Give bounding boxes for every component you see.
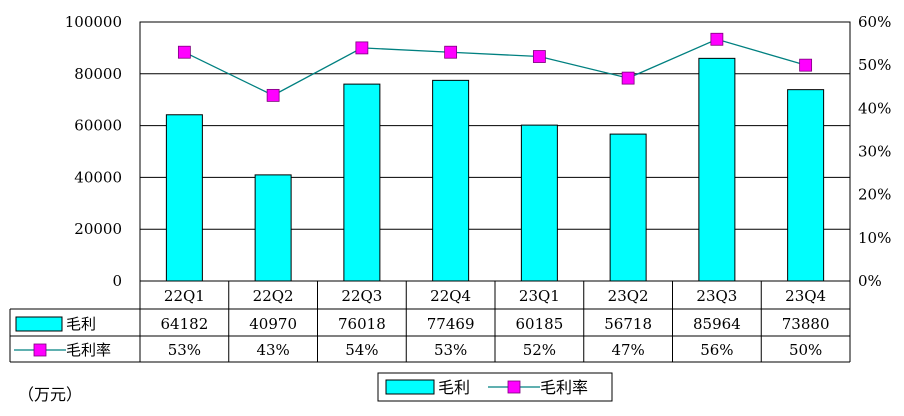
category-label: 23Q1 [519, 287, 560, 305]
y-right-axis: 0% 10% 20% 30% 40% 50% 60% [858, 13, 891, 290]
bar [787, 89, 825, 282]
table-value: 64182 [161, 315, 209, 333]
y-left-tick-label: 0 [112, 272, 122, 290]
bars [165, 57, 825, 282]
table-value: 73880 [782, 315, 830, 333]
table-value: 53% [168, 341, 201, 359]
y-right-tick-label: 30% [858, 143, 891, 161]
y-right-tick-label: 50% [858, 56, 891, 74]
table-value: 52% [523, 341, 556, 359]
table-value: 56718 [604, 315, 652, 333]
table-value: 85964 [693, 315, 741, 333]
plot-frame [139, 21, 851, 282]
category-label: 22Q1 [164, 287, 205, 305]
y-left-tick-label: 100000 [65, 13, 122, 31]
table-value: 50% [789, 341, 822, 359]
y-left-tick-label: 80000 [74, 65, 122, 83]
category-label: 23Q4 [785, 287, 826, 305]
plot-border [139, 21, 851, 282]
category-label: 22Q3 [341, 287, 382, 305]
category-label: 22Q4 [430, 287, 471, 305]
bar [698, 57, 736, 282]
y-right-tick-label: 60% [858, 13, 891, 31]
y-left-tick-label: 60000 [74, 117, 122, 135]
table-value: 54% [345, 341, 378, 359]
legend-marker-key [507, 380, 521, 394]
bar [343, 83, 381, 282]
legend-label: 毛利率 [540, 378, 588, 397]
bar [609, 133, 647, 282]
table-series-name: 毛利 [66, 315, 96, 333]
line-marker [266, 88, 280, 102]
table-value: 43% [256, 341, 289, 359]
line-marker [710, 32, 724, 46]
line-marker [621, 71, 635, 85]
table-value: 76018 [338, 315, 386, 333]
bar [432, 79, 470, 282]
y-right-tick-label: 20% [858, 186, 891, 204]
y-right-tick-label: 40% [858, 99, 891, 117]
category-label: 22Q2 [253, 287, 294, 305]
bar [165, 114, 203, 282]
y-left-axis: 0 20000 40000 60000 80000 100000 [65, 13, 122, 290]
legend: 毛利 毛利率 [377, 372, 613, 402]
category-label: 23Q3 [696, 287, 737, 305]
series-line [184, 38, 806, 97]
gridlines [140, 21, 850, 230]
category-label: 23Q2 [608, 287, 649, 305]
table-value: 40970 [249, 315, 297, 333]
line-marker [355, 41, 369, 55]
line-marker [532, 50, 546, 63]
y-left-tick-label: 20000 [74, 220, 122, 238]
y-right-tick-label: 0% [858, 272, 882, 290]
bar [254, 174, 292, 282]
y-left-tick-label: 40000 [74, 168, 122, 186]
line-marker [444, 45, 458, 59]
line-marker [177, 45, 191, 59]
table-value: 47% [611, 341, 644, 359]
table-value: 56% [700, 341, 733, 359]
table-value: 77469 [427, 315, 475, 333]
legend-bar-key [385, 379, 435, 395]
unit-label: （万元） [18, 385, 82, 404]
table-bar-key [15, 316, 63, 332]
y-right-tick-label: 10% [858, 229, 891, 247]
table-series-name: 毛利率 [66, 341, 111, 359]
table-value: 60185 [516, 315, 564, 333]
table-line-key-marker [33, 343, 47, 357]
legend-label: 毛利 [438, 378, 470, 397]
data-table: 22Q1 22Q2 22Q3 22Q4 23Q1 23Q2 23Q3 23Q4 毛利 64182 4… [9, 280, 851, 363]
line-marker [799, 58, 813, 72]
line-series [177, 32, 813, 102]
bar [520, 124, 558, 282]
table-value: 53% [434, 341, 467, 359]
